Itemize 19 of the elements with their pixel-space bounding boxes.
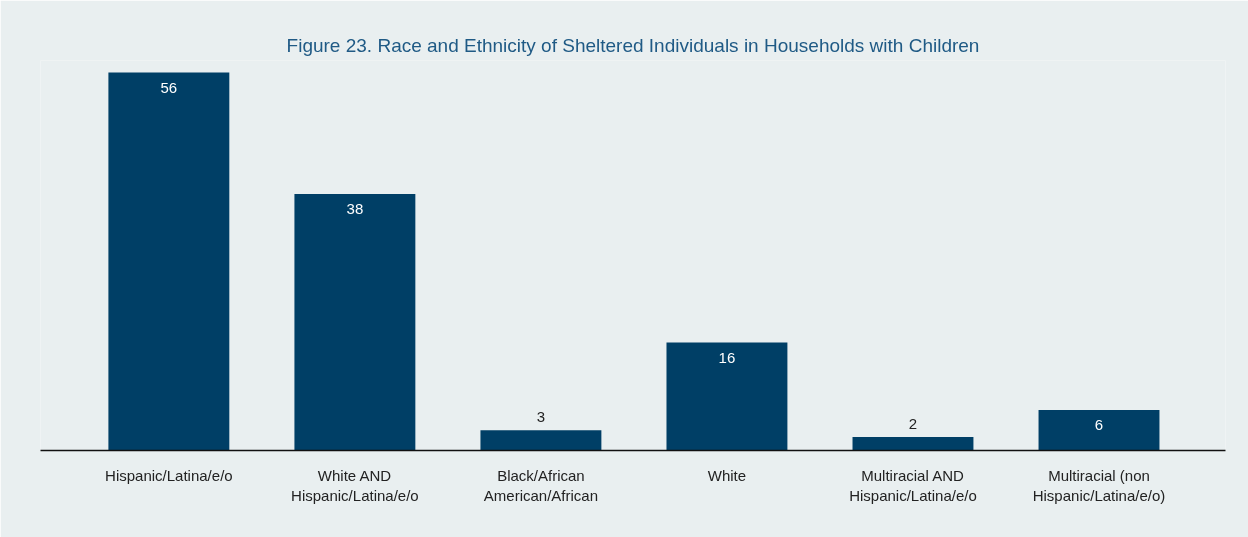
bar <box>480 430 602 451</box>
x-tick-label: Multiracial (non Hispanic/Latina/e/o) <box>1032 466 1166 504</box>
x-tick-label: Black/African American/African <box>483 466 599 504</box>
data-label: 6 <box>1094 416 1104 433</box>
data-label: 3 <box>536 408 546 426</box>
bar <box>294 194 416 451</box>
bar <box>108 72 230 451</box>
data-label: 56 <box>160 78 178 96</box>
bar <box>1038 410 1160 451</box>
data-label: 16 <box>718 348 736 366</box>
data-label: 38 <box>346 200 364 217</box>
bar <box>852 437 974 451</box>
x-tick-label: Multiracial AND Hispanic/Latina/e/o <box>849 466 977 504</box>
x-tick-label: White AND Hispanic/Latina/e/o <box>291 466 419 504</box>
bar <box>666 342 788 451</box>
data-label: 2 <box>908 415 918 432</box>
chart-title: Figure 23. Race and Ethnicity of Sheltered Individuals in Households with Children <box>286 34 980 56</box>
x-tick-label: White <box>707 466 747 484</box>
x-tick-label: Hispanic/Latina/e/o <box>105 466 233 484</box>
